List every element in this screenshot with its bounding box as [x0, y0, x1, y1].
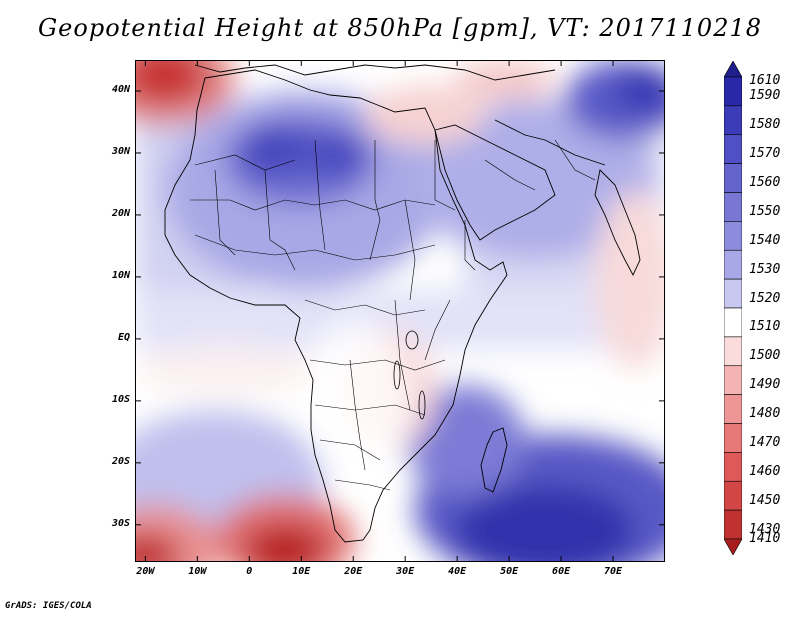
colorbar-swatch [724, 307, 742, 338]
colorbar-swatch [724, 221, 742, 251]
colorbar-swatch [724, 105, 742, 136]
lat-tick-label: 30N [111, 145, 130, 157]
lat-tick-label: 20S [111, 455, 130, 467]
country-borders [190, 139, 596, 491]
colorbar-swatch [724, 249, 742, 280]
lon-tick-label: 0 [246, 566, 253, 577]
lon-tick-label: 40E [448, 566, 467, 577]
colorbar-level-label: 1500 [749, 348, 781, 364]
axis-ticks [135, 60, 665, 562]
iran-coastline [494, 119, 606, 166]
colorbar-level-label: 1510 [749, 319, 781, 335]
colorbar-swatch [724, 336, 742, 367]
lake-malawi [418, 390, 426, 420]
colorbar-level-label: 1570 [749, 146, 781, 162]
map-frame [135, 60, 665, 562]
colorbar-swatch [724, 134, 742, 164]
lat-tick-label: 30S [111, 517, 130, 529]
lon-tick-label: 20W [136, 566, 155, 577]
colorbar-level-label: 1550 [749, 203, 781, 219]
colorbar-level-label: 1490 [749, 377, 781, 393]
colorbar-level-label: 1450 [749, 492, 781, 508]
colorbar-bottom-arrow [724, 538, 742, 555]
colorbar-level-label: 1460 [749, 463, 781, 479]
colorbar-level-label: 1480 [749, 406, 781, 422]
lat-tick-label: 10N [111, 269, 130, 281]
colorbar-swatch [724, 192, 742, 222]
europe-coastline [194, 64, 556, 81]
lake-victoria [405, 330, 419, 350]
colorbar-level-label: 1430 [749, 521, 781, 537]
height-field [135, 60, 665, 562]
lat-tick-label: 40N [111, 83, 130, 95]
colorbar-level-label: 1520 [749, 290, 781, 306]
colorbar-level-label: 1410 [749, 531, 781, 546]
lon-tick-label: 30E [396, 566, 415, 577]
lakes [393, 330, 426, 420]
india-coastline [594, 169, 641, 277]
colorbar-swatch [724, 76, 742, 107]
colorbar-swatch [724, 509, 742, 540]
colorbar-swatch [724, 394, 742, 424]
arabia-coastline [434, 124, 556, 241]
lon-tick-label: 70E [604, 566, 623, 577]
colorbar [724, 61, 742, 555]
colorbar-level-label: 1580 [749, 117, 781, 133]
colorbar-swatch [724, 163, 742, 193]
grads-credit: GrADS: IGES/COLA [5, 601, 92, 611]
colorbar-level-label: 1590 [749, 88, 781, 104]
lon-tick-label: 60E [552, 566, 571, 577]
lat-tick-label: 10S [111, 393, 130, 405]
colorbar-swatch [724, 480, 742, 511]
geopotential-map [135, 60, 665, 562]
colorbar-swatch [724, 423, 742, 453]
lat-tick-label: EQ [117, 331, 130, 343]
lon-tick-label: 20E [344, 566, 363, 577]
lat-tick-label: 20N [111, 207, 130, 219]
map-title: Geopotential Height at 850hPa [gpm], VT:… [38, 14, 762, 42]
lon-tick-label: 10W [188, 566, 207, 577]
colorbar-level-label: 1530 [749, 261, 781, 277]
lake-tanganyika [393, 360, 401, 390]
colorbar-swatch [724, 452, 742, 482]
lon-tick-label: 50E [500, 566, 519, 577]
colorbar-top-arrow [724, 61, 742, 78]
colorbar-swatch [724, 278, 742, 309]
colorbar-level-label: 1540 [749, 232, 781, 248]
coastlines [164, 64, 641, 543]
lon-tick-label: 10E [292, 566, 311, 577]
colorbar-level-label: 1610 [749, 73, 781, 88]
colorbar-level-label: 1560 [749, 175, 781, 191]
colorbar-swatch [724, 365, 742, 395]
colorbar-level-label: 1470 [749, 434, 781, 450]
africa-coastline [164, 69, 508, 543]
map-panel [135, 60, 665, 562]
madagascar-coastline [480, 427, 508, 493]
